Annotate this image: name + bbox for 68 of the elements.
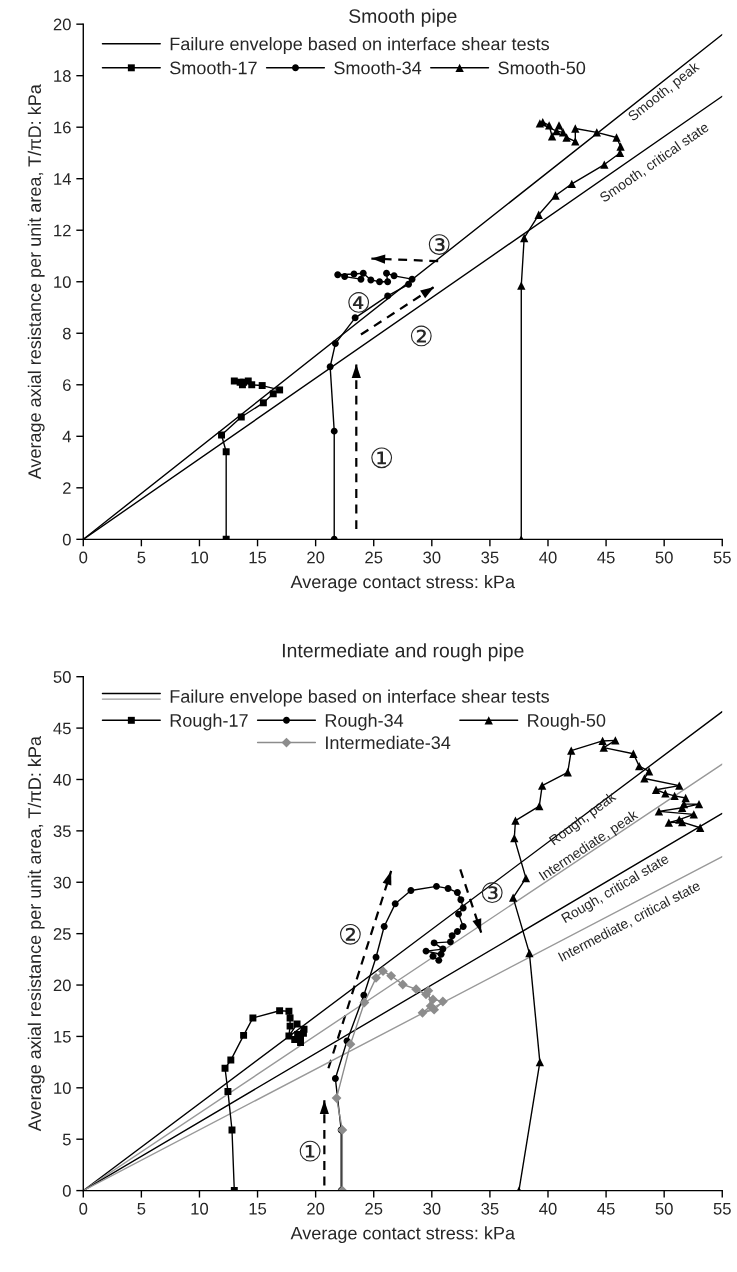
y-tick-label: 40 <box>53 773 71 786</box>
y-tick-label: 0 <box>62 1184 71 1197</box>
legend-label: Smooth-34 <box>334 61 422 75</box>
y-tick-label: 50 <box>53 671 71 683</box>
y-axis-title: Average axial resistance per unit area, T/πD: kPa <box>27 84 45 480</box>
legend-label: Failure envelope based on interface shear tests <box>170 689 550 707</box>
annotation: ④ <box>348 292 370 313</box>
legend-label: Failure envelope based on interface shear tests <box>170 37 550 54</box>
y-tick-label: 20 <box>53 979 71 992</box>
y-tick-label: 12 <box>54 224 71 237</box>
x-tick-label: 0 <box>79 1202 88 1215</box>
y-tick-label: 4 <box>62 430 71 443</box>
chart-title: Smooth pipe <box>349 8 457 27</box>
annotation: ③ <box>428 234 450 255</box>
y-tick-label: 25 <box>53 928 71 940</box>
x-tick-label: 5 <box>137 1203 146 1215</box>
chart-title: Intermediate and rough pipe <box>282 643 524 662</box>
legend-label: Rough-17 <box>170 713 248 731</box>
x-tick-label: 55 <box>713 551 731 564</box>
x-tick-label: 0 <box>79 551 88 564</box>
y-tick-label: 6 <box>63 379 71 391</box>
y-tick-label: 10 <box>54 1082 71 1095</box>
x-tick-label: 50 <box>655 1202 673 1215</box>
x-tick-label: 40 <box>539 1202 557 1215</box>
x-tick-label: 40 <box>539 551 557 564</box>
annotation: ③ <box>481 882 503 904</box>
x-tick-label: 15 <box>249 551 267 564</box>
legend-label: Smooth-17 <box>170 61 257 75</box>
x-tick-label: 45 <box>597 1203 615 1215</box>
x-axis-title: Average contact stress: kPa <box>290 575 516 592</box>
annotation: ① <box>299 1140 321 1162</box>
y-tick-label: 8 <box>62 327 71 340</box>
y-tick-label: 0 <box>62 533 71 546</box>
y-tick-label: 5 <box>62 1133 71 1146</box>
x-tick-label: 20 <box>307 551 325 564</box>
y-tick-label: 18 <box>54 70 71 82</box>
annotation: ② <box>410 325 432 347</box>
y-tick-label: 14 <box>54 173 71 185</box>
x-tick-label: 50 <box>655 551 673 564</box>
x-tick-label: 25 <box>365 551 383 564</box>
x-tick-label: 20 <box>307 1202 325 1215</box>
y-axis-title: Average axial resistance per unit area, T/πD: kPa <box>27 736 45 1132</box>
legend-label: Smooth-50 <box>498 61 586 75</box>
x-tick-label: 10 <box>191 1202 209 1215</box>
y-tick-label: 2 <box>63 482 71 494</box>
x-tick-label: 55 <box>713 1203 731 1215</box>
legend-label: Intermediate-34 <box>326 735 451 750</box>
y-tick-label: 10 <box>54 276 71 288</box>
x-tick-label: 5 <box>137 551 146 564</box>
y-tick-label: 35 <box>53 825 71 838</box>
annotation: ① <box>371 447 393 469</box>
x-axis-title: Average contact stress: kPa <box>290 1226 516 1244</box>
annotation: ② <box>339 923 361 945</box>
x-tick-label: 25 <box>365 1202 383 1215</box>
legend-label: Rough-34 <box>325 713 404 731</box>
y-tick-label: 16 <box>54 121 71 134</box>
y-tick-label: 15 <box>54 1031 71 1043</box>
y-tick-label: 20 <box>53 18 71 31</box>
x-tick-label: 45 <box>597 551 615 564</box>
x-tick-label: 15 <box>249 1203 267 1215</box>
x-tick-label: 30 <box>423 551 441 564</box>
x-tick-label: 30 <box>423 1202 441 1215</box>
x-tick-label: 35 <box>481 551 499 564</box>
x-tick-label: 10 <box>191 551 209 564</box>
x-tick-label: 35 <box>481 1202 499 1215</box>
y-tick-label: 30 <box>53 876 71 889</box>
legend-label: Rough-50 <box>528 713 606 731</box>
y-tick-label: 45 <box>53 722 71 735</box>
